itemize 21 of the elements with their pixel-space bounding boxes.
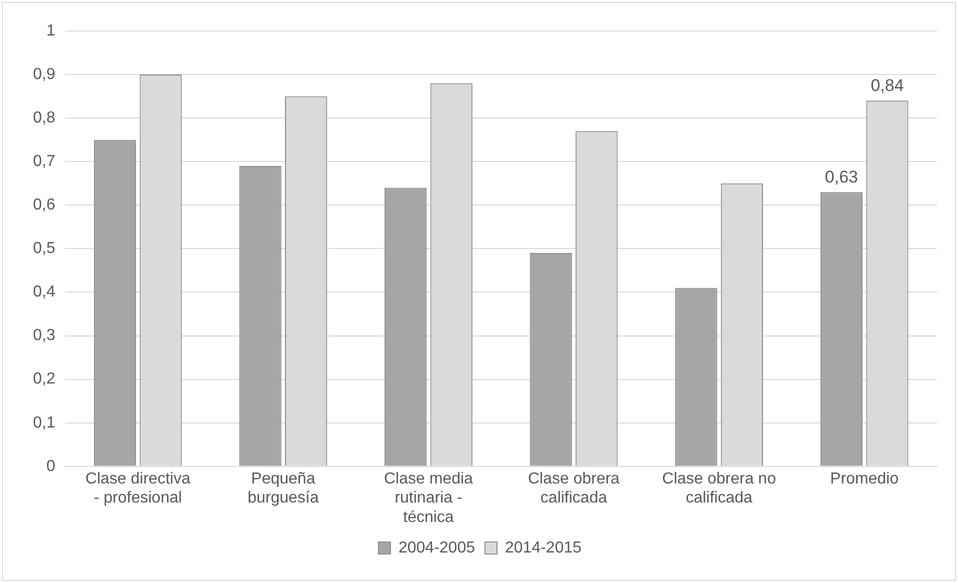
y-tick-label: 0,2 — [32, 370, 56, 388]
x-tick-label: Clase obrera calificada — [528, 470, 620, 507]
data-label: 0,84 — [870, 76, 904, 95]
x-tick-label: Promedio — [830, 470, 899, 488]
y-tick-label: 0,3 — [32, 327, 56, 344]
y-tick-label: 0,4 — [32, 284, 56, 301]
y-tick-label: 0,6 — [32, 196, 56, 214]
y-tick-label: 0,5 — [32, 240, 56, 258]
x-tick-label: Clase media rutinaria - técnica — [384, 470, 474, 526]
y-tick-label: 0,1 — [32, 414, 56, 432]
data-label: 0,63 — [824, 167, 858, 186]
legend-label: 2014-2015 — [505, 539, 582, 556]
y-tick-label: 0,8 — [32, 109, 56, 126]
y-tick-label: 0,9 — [32, 66, 56, 83]
y-tick-label: 0 — [46, 458, 56, 475]
x-tick-label: Clase directiva - profesional — [85, 470, 190, 507]
y-tick-label: 0,7 — [32, 153, 56, 170]
x-tick-label: Pequeña burguesía — [248, 470, 319, 507]
x-tick-label: Clase obrera no calificada — [662, 470, 776, 507]
legend-label: 2004-2005 — [398, 539, 476, 556]
y-tick-label: 1 — [46, 22, 56, 40]
